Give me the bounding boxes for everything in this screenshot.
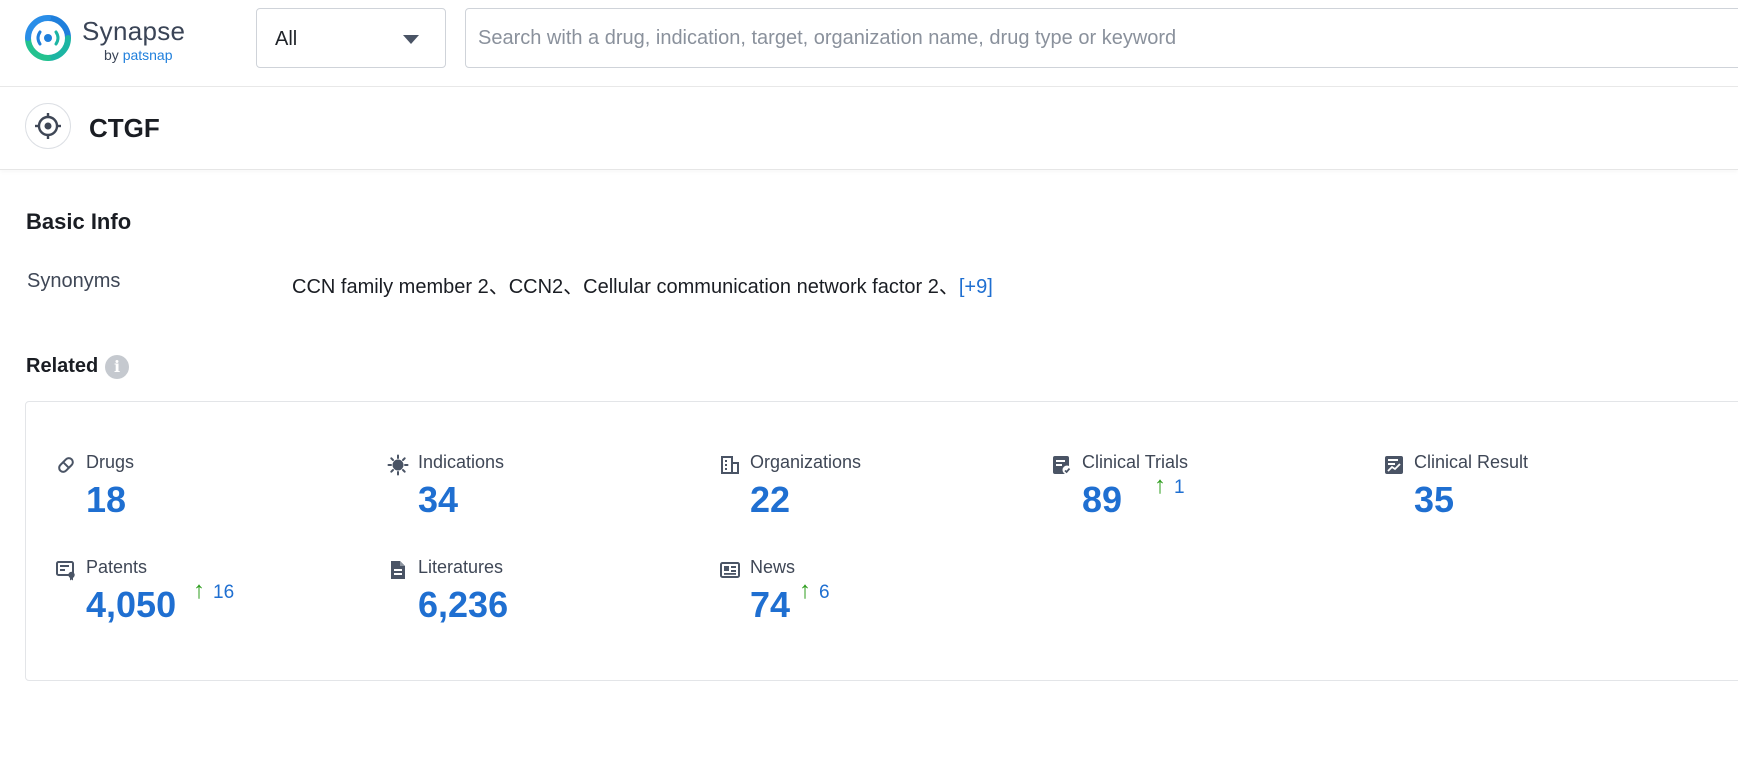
caret-down-icon	[403, 35, 419, 44]
logo-sub-brand: patsnap	[123, 47, 173, 63]
search-scope-value: All	[275, 28, 297, 51]
arrow-up-icon: ↑	[799, 577, 811, 604]
stat-news[interactable]: News 74 ↑6	[719, 557, 1019, 637]
top-header: Synapse by patsnap All	[0, 0, 1738, 87]
stat-value: 74	[750, 584, 790, 626]
logo-sub-prefix: by	[104, 47, 123, 63]
stat-drugs[interactable]: Drugs 18	[55, 452, 355, 532]
stat-delta-value: 1	[1174, 477, 1185, 498]
building-icon	[719, 454, 741, 476]
stat-delta: ↑ 16	[193, 577, 234, 605]
target-header: CTGF	[0, 87, 1738, 170]
target-crosshair-icon	[34, 112, 62, 140]
stat-clinical-trials[interactable]: Clinical Trials 89 ↑1	[1051, 452, 1351, 532]
stat-label: Clinical Result	[1414, 452, 1528, 473]
search-scope-select[interactable]: All	[256, 8, 446, 68]
logo-title: Synapse	[82, 16, 185, 47]
stat-delta: ↑6	[799, 577, 830, 605]
logo-subtitle: by patsnap	[104, 47, 173, 63]
synapse-logo[interactable]: Synapse by patsnap	[24, 14, 194, 72]
stat-delta: ↑1	[1154, 472, 1185, 500]
synonyms-values: CCN family member 2、CCN2、Cellular commun…	[292, 270, 993, 299]
newspaper-icon	[719, 559, 741, 581]
pill-icon	[55, 454, 77, 476]
related-stats-card: Drugs 18 Indications 34 Organizations 22	[25, 401, 1738, 681]
arrow-up-icon: ↑	[193, 577, 205, 604]
synonyms-text: CCN family member 2、CCN2、Cellular commun…	[292, 276, 959, 298]
synonyms-more-link[interactable]: [+9]	[959, 276, 993, 298]
basic-info-heading: Basic Info	[26, 209, 131, 235]
stat-value: 22	[750, 479, 790, 521]
stat-patents[interactable]: Patents 4,050 ↑ 16	[55, 557, 355, 637]
stat-value: 34	[418, 479, 458, 521]
stat-value: 4,050	[86, 584, 176, 626]
info-icon[interactable]: i	[105, 355, 129, 379]
page-title: CTGF	[89, 113, 160, 144]
synapse-logo-icon	[24, 14, 72, 62]
stat-value: 89	[1082, 479, 1122, 521]
stat-label: News	[750, 557, 795, 578]
clipboard-icon	[1051, 454, 1073, 476]
target-icon-badge	[25, 103, 71, 149]
certificate-icon	[55, 559, 77, 581]
stat-indications[interactable]: Indications 34	[387, 452, 687, 532]
related-heading: Related	[26, 355, 98, 378]
stat-label: Indications	[418, 452, 504, 473]
stat-label: Patents	[86, 557, 147, 578]
stat-label: Drugs	[86, 452, 134, 473]
stat-value: 35	[1414, 479, 1454, 521]
stat-delta-value: 6	[819, 582, 830, 603]
stat-literatures[interactable]: Literatures 6,236	[387, 557, 687, 637]
stat-label: Clinical Trials	[1082, 452, 1188, 473]
document-icon	[387, 559, 409, 581]
virus-icon	[387, 454, 409, 476]
stat-clinical-result[interactable]: Clinical Result 35	[1383, 452, 1683, 532]
stat-value: 18	[86, 479, 126, 521]
search-input[interactable]	[465, 8, 1738, 68]
chart-report-icon	[1383, 454, 1405, 476]
stat-label: Organizations	[750, 452, 861, 473]
arrow-up-icon: ↑	[1154, 472, 1166, 499]
stat-delta-value: 16	[213, 582, 234, 603]
stat-value: 6,236	[418, 584, 508, 626]
stat-organizations[interactable]: Organizations 22	[719, 452, 1019, 532]
stat-label: Literatures	[418, 557, 503, 578]
synonyms-label: Synonyms	[27, 270, 120, 293]
